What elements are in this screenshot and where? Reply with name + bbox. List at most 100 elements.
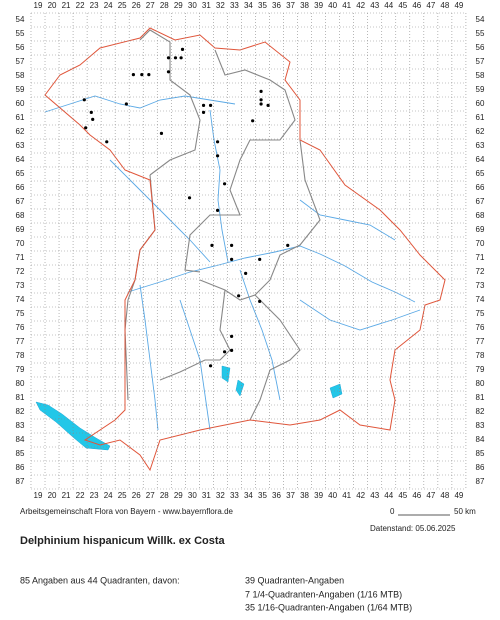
record-dot	[251, 119, 255, 123]
summary: 85 Angaben aus 44 Quadranten, davon:	[20, 575, 180, 585]
row-label: 60	[476, 99, 485, 108]
record-dot	[258, 299, 262, 303]
column-label: 40	[328, 491, 337, 500]
column-label: 28	[160, 1, 169, 10]
column-label: 22	[76, 491, 85, 500]
district-border	[184, 49, 296, 273]
column-label: 44	[384, 491, 393, 500]
column-label: 26	[132, 491, 141, 500]
column-label: 36	[272, 491, 281, 500]
row-label: 64	[476, 155, 485, 164]
column-label: 20	[48, 491, 57, 500]
column-label: 41	[342, 1, 351, 10]
row-label: 70	[16, 239, 25, 248]
column-label: 26	[132, 1, 141, 10]
record-dot	[215, 208, 220, 212]
column-label: 20	[48, 1, 57, 10]
record-dot	[180, 47, 185, 52]
record-dot	[131, 73, 136, 77]
row-label: 80	[476, 379, 485, 388]
row-label: 58	[476, 71, 485, 80]
row-label: 54	[476, 15, 485, 24]
column-label: 34	[244, 1, 253, 10]
lake	[235, 379, 245, 397]
row-label: 65	[16, 169, 25, 178]
column-label: 37	[286, 1, 295, 10]
row-label: 78	[476, 351, 485, 360]
record-dot	[179, 56, 183, 60]
row-label: 67	[476, 197, 485, 206]
row-label: 81	[476, 393, 485, 402]
title: Delphinium hispanicum Willk. ex Costa	[20, 535, 226, 547]
record-dot	[259, 98, 263, 102]
column-label: 21	[62, 1, 71, 10]
row-label: 68	[476, 211, 485, 220]
record-dot	[105, 140, 109, 144]
river	[139, 284, 159, 431]
row-label: 85	[16, 449, 25, 458]
row-label: 57	[476, 57, 485, 66]
row-label: 75	[476, 309, 485, 318]
column-label: 33	[230, 1, 239, 10]
column-label: 32	[216, 491, 225, 500]
column-label: 33	[230, 491, 239, 500]
row-label: 84	[476, 435, 485, 444]
column-label: 35	[258, 1, 267, 10]
column-label: 42	[356, 1, 365, 10]
row-label: 79	[476, 365, 485, 374]
row-label: 77	[16, 337, 25, 346]
column-label: 34	[244, 491, 253, 500]
record-dot	[237, 294, 241, 298]
row-label: 59	[16, 85, 25, 94]
lake	[35, 401, 111, 451]
column-label: 24	[104, 1, 113, 10]
column-label: 43	[370, 1, 379, 10]
column-label: 23	[90, 1, 99, 10]
column-label: 40	[328, 1, 337, 10]
row-label: 60	[16, 99, 25, 108]
row-label: 62	[16, 127, 25, 136]
column-label: 30	[188, 491, 197, 500]
column-label: 44	[384, 1, 393, 10]
record-dot	[230, 243, 234, 247]
column-label: 29	[174, 1, 183, 10]
column-label: 49	[454, 1, 463, 10]
row-label: 75	[16, 309, 25, 318]
row-label: 58	[16, 71, 25, 80]
river	[179, 299, 211, 431]
row-label: 54	[16, 15, 25, 24]
river	[127, 245, 416, 303]
record-dot	[259, 89, 263, 93]
column-label: 22	[76, 1, 85, 10]
record-dot	[266, 103, 270, 107]
column-label: 24	[104, 491, 113, 500]
column-label: 48	[440, 491, 449, 500]
row-label: 83	[16, 421, 25, 430]
row-label: 82	[16, 407, 25, 416]
record-dot	[208, 364, 213, 368]
column-label: 48	[440, 1, 449, 10]
row-label: 77	[476, 337, 485, 346]
record-dot	[215, 154, 220, 158]
column-label: 25	[118, 1, 127, 10]
lake	[329, 383, 343, 399]
credit: Arbeitsgemeinschaft Flora von Bayern - w…	[20, 507, 234, 516]
column-label: 37	[286, 491, 295, 500]
record-dot	[222, 350, 227, 354]
column-label: 38	[300, 1, 309, 10]
row-label: 59	[476, 85, 485, 94]
column-label: 46	[412, 1, 421, 10]
river	[239, 269, 281, 401]
row-label: 86	[16, 463, 25, 472]
column-label: 36	[272, 1, 281, 10]
record-dot	[258, 257, 262, 261]
row-label: 69	[16, 225, 25, 234]
state-border	[44, 27, 446, 472]
scale-start: 0	[390, 507, 395, 516]
district-border	[249, 294, 301, 421]
record-dot	[201, 103, 206, 107]
column-label: 19	[34, 491, 43, 500]
record-dot	[259, 102, 263, 106]
record-dot	[215, 140, 220, 144]
